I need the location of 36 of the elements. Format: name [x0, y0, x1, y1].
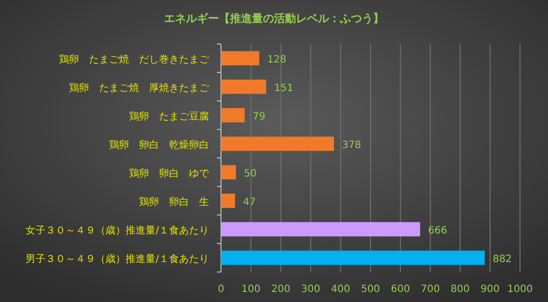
- x-tick-label: 800: [450, 284, 470, 295]
- bar: [221, 108, 245, 122]
- data-label: 79: [252, 111, 266, 122]
- data-label: 47: [243, 196, 256, 208]
- bar: [221, 80, 266, 94]
- x-tick-label: 300: [301, 284, 320, 295]
- y-tick-label: 鶏卵 たまご焼 厚焼きたまご: [69, 82, 210, 94]
- data-label: 666: [428, 225, 448, 236]
- x-tick-label: 1000: [507, 284, 533, 295]
- x-tick-label: 200: [271, 284, 290, 295]
- data-label: 378: [342, 140, 362, 151]
- y-tick-label: 鶏卵 卵白 生: [139, 196, 209, 208]
- data-label: 50: [244, 168, 257, 180]
- data-label: 128: [267, 54, 286, 66]
- y-tick-label: 鶏卵 卵白 乾燥卵白: [109, 138, 209, 151]
- y-tick-label: 鶏卵 たまご豆腐: [129, 110, 209, 122]
- chart-title: エネルギー【推進量の活動レベル：ふつう】: [164, 12, 384, 25]
- bar: [221, 51, 260, 66]
- x-tick-label: 600: [390, 284, 410, 295]
- bar: [221, 250, 485, 265]
- x-tick-label: 900: [480, 284, 500, 295]
- bar: [221, 136, 334, 151]
- data-label: 151: [274, 82, 294, 94]
- data-label: 882: [492, 254, 512, 265]
- x-tick-label: 500: [360, 284, 380, 295]
- x-tick-label: 100: [241, 284, 260, 295]
- y-tick-label: 女子３０～４９（歳）推進量/１食あたり: [26, 224, 209, 236]
- x-tick-label: 700: [420, 284, 440, 295]
- y-tick-label: 鶏卵 卵白 ゆで: [129, 167, 210, 180]
- y-tick-label: 鶏卵 たまご焼 だし巻きたまご: [59, 53, 210, 66]
- bar: [221, 194, 236, 208]
- x-tick-label: 0: [218, 284, 224, 295]
- y-tick-label: 男子３０～４９（歳）推進量/１食あたり: [26, 252, 209, 265]
- bar: [221, 222, 420, 236]
- x-tick-label: 400: [331, 284, 350, 295]
- bar: [221, 165, 236, 180]
